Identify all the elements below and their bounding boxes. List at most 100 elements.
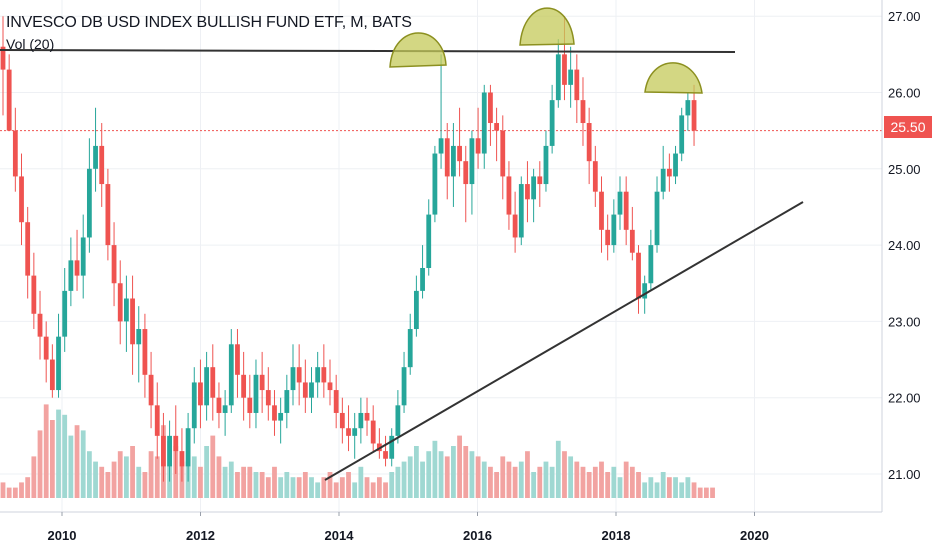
candle-body	[333, 390, 339, 413]
volume-bar	[290, 477, 296, 498]
candle-body	[204, 367, 210, 406]
candle-body	[130, 298, 135, 345]
candle-body	[438, 138, 444, 154]
volume-bar	[636, 472, 641, 498]
candle-body	[86, 168, 92, 238]
volume-bar	[253, 472, 259, 498]
candle-body	[457, 145, 462, 162]
volume-bar	[611, 466, 617, 498]
candle-body	[142, 329, 148, 375]
candle-body	[525, 184, 530, 200]
y-tick-label: 23.00	[888, 314, 921, 329]
candle-body	[451, 145, 456, 177]
y-tick-label: 26.00	[888, 86, 921, 101]
candle-body	[117, 283, 123, 322]
candle-body	[636, 252, 641, 299]
volume-bar	[56, 409, 61, 498]
candle-body	[31, 275, 37, 314]
volume-bar	[685, 477, 691, 498]
candle-body	[673, 153, 678, 177]
volume-bar	[272, 466, 277, 498]
candle-body	[49, 359, 55, 391]
volume-bar	[407, 456, 413, 498]
candle-body	[352, 428, 358, 436]
volume-bar	[605, 472, 611, 498]
candle-body	[278, 412, 284, 421]
volume-bar	[321, 477, 327, 498]
candle-body	[37, 313, 43, 337]
candle-body	[12, 130, 18, 177]
candle-body	[68, 260, 74, 291]
x-tick-label: 2018	[602, 528, 631, 543]
candle-body	[407, 329, 413, 368]
candle-body	[444, 138, 450, 177]
volume-bar	[12, 487, 18, 498]
candle-body	[562, 54, 567, 85]
volume-bar	[80, 430, 86, 498]
candle-body	[191, 382, 197, 429]
volume-bar	[241, 466, 247, 498]
volume-bar	[703, 487, 709, 498]
volume-bar	[198, 466, 203, 498]
y-tick-label: 22.00	[888, 391, 921, 406]
candle-body	[315, 367, 321, 383]
candle-body	[167, 435, 172, 467]
volume-bar	[19, 482, 24, 498]
volume-bar	[574, 461, 580, 498]
volume-bar	[43, 404, 49, 498]
volume-bar	[247, 466, 253, 498]
volume-bar	[105, 472, 111, 498]
chart-drawings	[0, 7, 804, 481]
volume-bar	[475, 456, 481, 498]
candle-body	[136, 329, 142, 345]
volume-bar	[0, 482, 6, 498]
candle-body	[401, 367, 407, 406]
volume-bar	[562, 451, 567, 498]
candle-body	[111, 245, 117, 284]
volume-bar	[148, 451, 154, 498]
volume-bar	[451, 446, 456, 498]
y-tick-label: 24.00	[888, 238, 921, 253]
candle-body	[235, 344, 240, 375]
time-axis: 2010 2012 2014 2016 2018 2020	[48, 512, 769, 543]
x-tick-label: 2012	[186, 528, 215, 543]
candle-body	[173, 435, 179, 452]
candle-body	[648, 245, 654, 284]
volume-bar	[494, 472, 499, 498]
volume-bar	[438, 451, 444, 498]
volume-bar	[420, 461, 425, 498]
volume-bar	[142, 472, 148, 498]
candle-body	[623, 191, 629, 230]
candle-body	[105, 184, 111, 246]
candle-body	[617, 191, 623, 215]
volume-bar	[154, 456, 160, 498]
price-axis: 21.00 22.00 23.00 24.00 25.00 26.00 27.00	[888, 9, 921, 482]
volume-bar	[124, 456, 129, 498]
volume-bar	[210, 435, 216, 498]
candle-body	[543, 145, 549, 185]
volume-bar	[37, 430, 43, 498]
volume-bar	[549, 466, 555, 498]
candle-body	[161, 435, 166, 467]
volume-bar	[413, 446, 419, 498]
x-tick-label: 2020	[740, 528, 769, 543]
volume-bar	[679, 482, 685, 498]
candle-body	[383, 451, 388, 459]
candle-body	[580, 100, 586, 124]
volume-bar	[531, 472, 537, 498]
volume-bar	[648, 477, 654, 498]
volume-bar	[216, 456, 222, 498]
candle-body	[93, 145, 98, 169]
volume-bar	[623, 461, 629, 498]
candle-body	[691, 100, 697, 131]
candle-body	[25, 222, 31, 276]
volume-bar	[617, 477, 623, 498]
volume-bar	[500, 456, 506, 498]
candle-body	[469, 138, 475, 185]
candle-body	[247, 397, 253, 413]
volume-bar	[642, 482, 648, 498]
volume-bar	[222, 466, 228, 498]
x-tick-label: 2014	[325, 528, 355, 543]
volume-bar	[68, 435, 74, 498]
